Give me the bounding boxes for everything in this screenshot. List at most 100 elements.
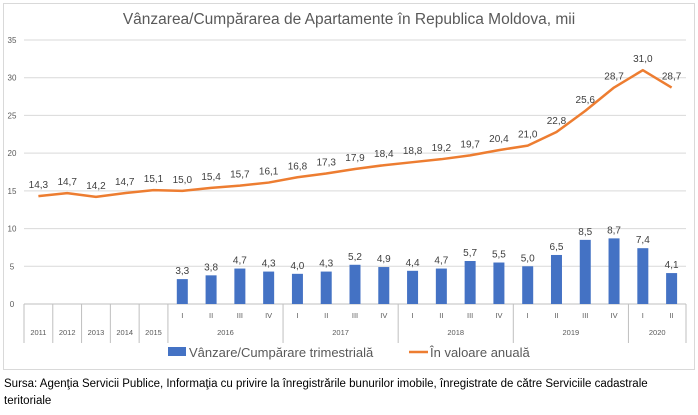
bar (522, 266, 534, 304)
line-value-label: 15,4 (201, 172, 221, 183)
x-quarter-label: II (209, 311, 213, 320)
x-quarter-label: IV (265, 311, 272, 320)
legend-swatch-bar (168, 347, 186, 356)
x-quarter-label: IV (380, 311, 387, 320)
bar-value-label: 7,4 (636, 235, 650, 246)
y-tick-label: 30 (8, 74, 17, 83)
line-value-label: 15,1 (144, 174, 164, 185)
source-note: Sursa: Agenţia Servicii Publice, Informa… (4, 378, 648, 407)
line-value-label: 20,4 (489, 134, 509, 145)
y-tick-label: 5 (10, 262, 15, 271)
bar (579, 239, 591, 304)
bar (464, 261, 476, 304)
bar (205, 275, 217, 304)
legend: Vânzare/Cumpărare trimestrială În valoar… (168, 345, 531, 360)
x-year-label: 2015 (145, 328, 162, 337)
bar (666, 273, 678, 304)
bar (320, 271, 332, 304)
x-quarter-label: IV (610, 311, 617, 320)
line-value-label: 17,3 (316, 158, 336, 169)
x-year-label: 2018 (447, 328, 464, 337)
bar (637, 248, 649, 304)
x-quarter-label: I (412, 311, 414, 320)
x-year-label: 2011 (30, 328, 46, 337)
y-tick-label: 15 (8, 187, 17, 196)
line-value-label: 19,7 (460, 139, 480, 150)
x-quarter-label: II (670, 311, 674, 320)
line-value-label: 14,7 (115, 177, 135, 188)
chart-frame (3, 3, 695, 370)
x-quarter-label: III (352, 311, 358, 320)
line-value-label: 18,8 (403, 146, 423, 157)
bar (234, 268, 246, 304)
bar-value-label: 4,7 (233, 256, 247, 267)
bar (378, 267, 390, 304)
bar-value-label: 3,3 (175, 266, 189, 277)
x-quarter-label: I (181, 311, 183, 320)
line-value-label: 17,9 (345, 153, 365, 164)
bar-value-label: 4,9 (377, 254, 391, 265)
line-value-label: 16,8 (288, 161, 308, 172)
bar-value-label: 4,1 (665, 260, 679, 271)
bar-value-label: 4,3 (319, 259, 333, 270)
x-year-label: 2012 (59, 328, 76, 337)
bar-value-label: 5,0 (521, 253, 535, 264)
bar-value-label: 5,5 (492, 250, 506, 261)
x-year-label: 2019 (563, 328, 580, 337)
bar (291, 273, 303, 304)
chart-title: Vânzarea/Cumpărarea de Apartamente în Re… (123, 11, 575, 28)
x-quarter-label: I (527, 311, 529, 320)
x-year-label: 2014 (116, 328, 133, 337)
x-quarter-label: II (324, 311, 328, 320)
line-value-label: 28,7 (604, 72, 624, 83)
bar-value-label: 4,3 (262, 259, 276, 270)
bar (435, 268, 447, 304)
line-value-label: 31,0 (633, 54, 653, 65)
bar (176, 279, 188, 304)
line-value-label: 14,3 (29, 180, 49, 191)
x-quarter-label: I (642, 311, 644, 320)
bar-value-label: 4,7 (434, 256, 448, 267)
line-value-label: 25,6 (576, 95, 596, 106)
bar (407, 270, 419, 304)
bar (493, 262, 505, 304)
line-value-label: 21,0 (518, 130, 538, 141)
x-quarter-label: IV (495, 311, 502, 320)
bar (349, 264, 361, 304)
bar-value-label: 8,7 (607, 225, 621, 236)
line-value-label: 15,7 (230, 170, 250, 181)
y-tick-label: 35 (8, 36, 17, 45)
line-value-label: 15,0 (173, 175, 193, 186)
x-year-label: 2013 (88, 328, 105, 337)
x-quarter-label: II (554, 311, 558, 320)
x-year-label: 2020 (649, 328, 666, 337)
x-year-label: 2016 (217, 328, 234, 337)
bar (263, 271, 275, 304)
annual-line (38, 68, 673, 199)
legend-label-bar: Vânzare/Cumpărare trimestrială (189, 345, 374, 360)
bar (608, 238, 620, 304)
bar-value-label: 5,7 (463, 248, 477, 259)
line-value-label: 19,2 (432, 143, 452, 154)
x-quarter-label: III (237, 311, 243, 320)
bar-value-label: 4,4 (406, 258, 420, 269)
line-value-label: 22,8 (547, 116, 567, 127)
line-value-label: 18,4 (374, 149, 394, 160)
line-value-label: 28,7 (662, 72, 682, 83)
line-value-label: 16,1 (259, 167, 279, 178)
x-year-label: 2017 (332, 328, 349, 337)
y-tick-label: 20 (8, 149, 17, 158)
bar-value-label: 6,5 (550, 242, 564, 253)
y-tick-label: 10 (8, 225, 17, 234)
x-quarter-label: III (582, 311, 588, 320)
line-value-label: 14,2 (86, 181, 106, 192)
x-quarter-label: II (439, 311, 443, 320)
bar-value-label: 4,0 (290, 261, 304, 272)
x-quarter-label: III (467, 311, 473, 320)
bar-value-label: 8,5 (578, 227, 592, 238)
y-tick-label: 25 (8, 111, 17, 120)
bar-value-label: 3,8 (204, 262, 218, 273)
y-tick-label: 0 (10, 300, 15, 309)
x-quarter-label: I (296, 311, 298, 320)
